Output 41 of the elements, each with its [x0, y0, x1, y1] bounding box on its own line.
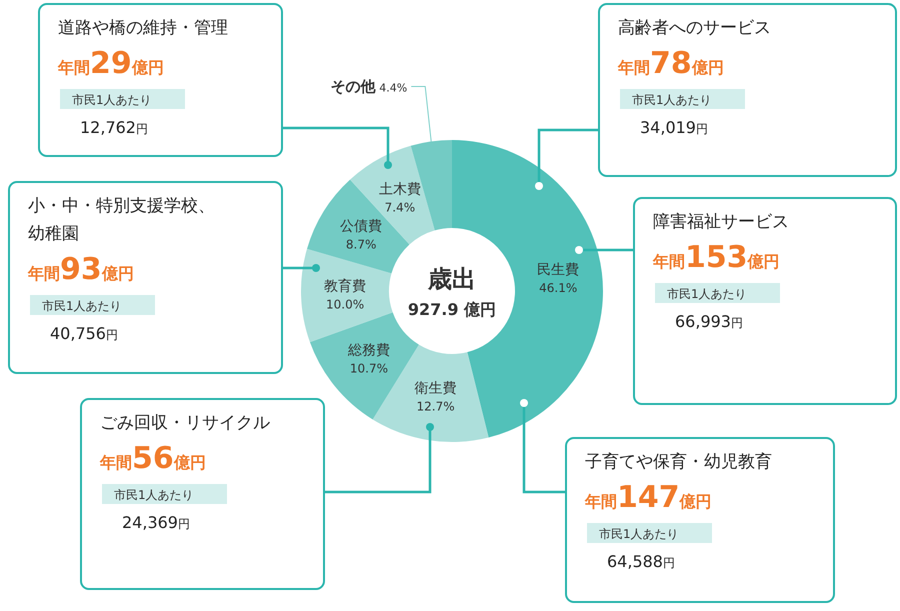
text: 年間93億円 — [27, 252, 134, 287]
slice-label: 教育費 — [324, 277, 366, 294]
text: 927.9 億円 — [408, 300, 496, 319]
text: 市民1人あたり — [599, 527, 679, 541]
donut-slice — [301, 248, 393, 342]
data-label: 10.7% — [350, 361, 388, 376]
text: 年間147億円 — [584, 480, 712, 515]
text: 年間78億円 — [617, 46, 724, 81]
text: 子育てや保育・幼児教育 — [585, 452, 772, 472]
text: 64,588円 — [607, 552, 675, 571]
slice-label: その他 — [330, 77, 376, 96]
text: 年間153億円 — [652, 240, 780, 275]
slice-label: 民生費 — [537, 262, 580, 278]
text: 道路や橋の維持・管理 — [58, 18, 228, 38]
slice-label: 土木費 — [378, 182, 421, 198]
data-label: 4.4% — [379, 81, 408, 94]
data-label: 7.4% — [384, 200, 416, 215]
text: 40,756円 — [50, 324, 118, 343]
data-label: 10.0% — [326, 297, 364, 312]
text: 12,762円 — [80, 118, 148, 137]
text: 市民1人あたり — [667, 287, 747, 301]
text: 市民1人あたり — [632, 93, 712, 107]
text: 障害福祉サービス — [653, 212, 789, 232]
text: 年間56億円 — [99, 441, 206, 476]
slice-label: 総務費 — [346, 342, 390, 358]
text: ごみ回収・リサイクル — [100, 413, 270, 433]
text: 市民1人あたり — [114, 488, 194, 502]
text: 市民1人あたり — [72, 93, 152, 107]
text: 高齢者へのサービス — [618, 18, 771, 38]
data-label: 12.7% — [416, 400, 455, 414]
data-label: 8.7% — [346, 238, 376, 252]
data-label: 46.1% — [539, 280, 578, 295]
text: 年間29億円 — [57, 46, 164, 81]
slice-label: 公債費 — [340, 218, 382, 235]
text: 小・中・特別支援学校、幼稚園 — [28, 196, 215, 244]
text: 34,019円 — [640, 118, 708, 137]
text: 66,993円 — [675, 312, 743, 331]
text: 24,369円 — [122, 513, 190, 532]
text: 市民1人あたり — [42, 299, 122, 313]
slice-label: 衛生費 — [414, 380, 457, 397]
text: 歳出 — [427, 265, 476, 293]
